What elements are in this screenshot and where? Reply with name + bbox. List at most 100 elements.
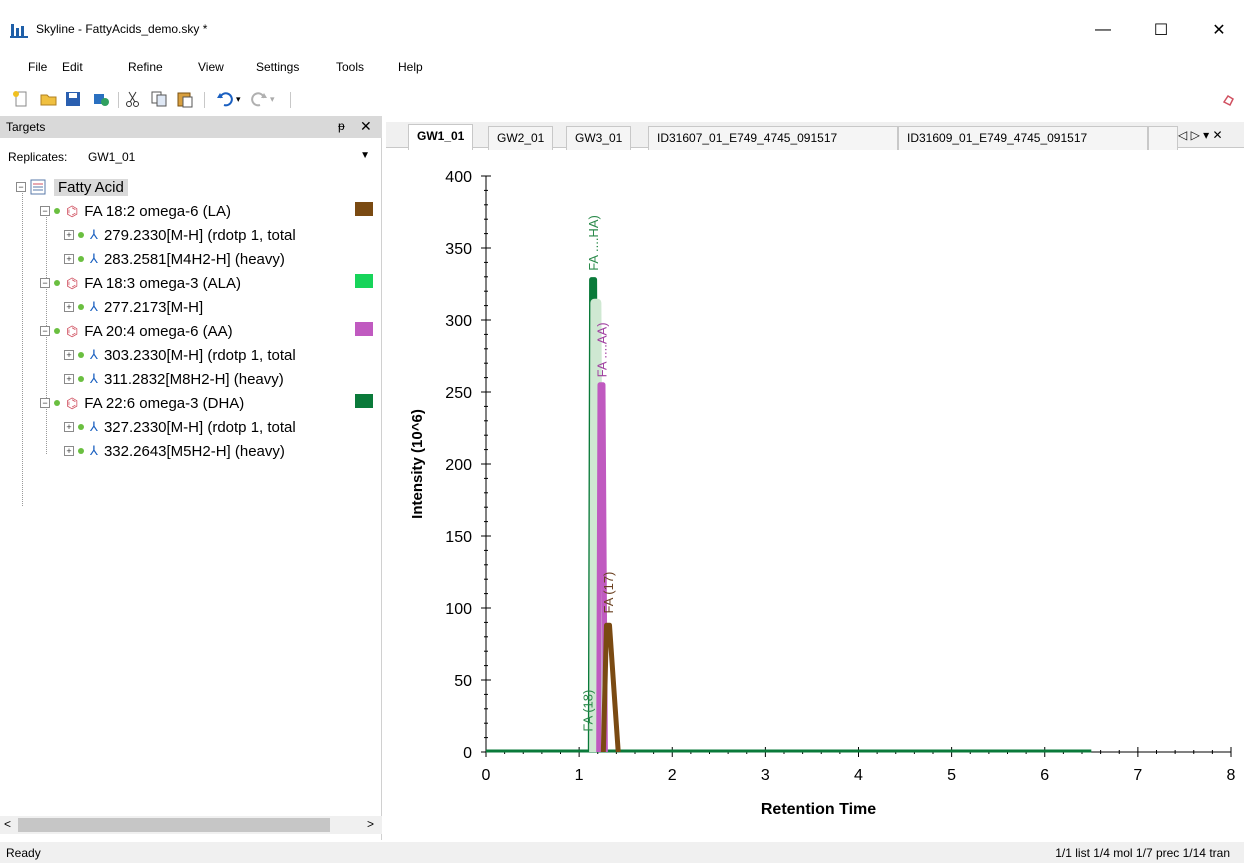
tab-overflow[interactable] <box>1148 126 1178 150</box>
menu-help[interactable]: Help <box>398 60 423 74</box>
status-dot-icon <box>78 424 84 430</box>
transition-label: 327.2330[M-H] (rdotp 1, total <box>103 418 296 436</box>
collapse-icon[interactable]: − <box>40 398 50 408</box>
menu-view[interactable]: View <box>198 60 224 74</box>
tab-gw2-01[interactable]: GW2_01 <box>488 126 554 150</box>
molecule-color-swatch <box>355 394 373 408</box>
menu-tools[interactable]: Tools <box>336 60 365 74</box>
expand-icon[interactable]: + <box>64 446 74 456</box>
tree-molecule[interactable]: − ⌬ FA 22:6 omega-3 (DHA) <box>40 392 244 414</box>
x-tick-label: 7 <box>1133 767 1142 784</box>
molecule-icon: ⌬ <box>66 274 79 291</box>
molecule-color-swatch <box>355 274 373 288</box>
expand-icon[interactable]: + <box>64 422 74 432</box>
undo-icon[interactable] <box>216 90 234 108</box>
new-document-icon[interactable] <box>12 90 30 108</box>
tree-transition[interactable]: + ⅄ 279.2330[M-H] (rdotp 1, total <box>64 224 296 246</box>
tree-transition[interactable]: + ⅄ 283.2581[M4H2-H] (heavy) <box>64 248 285 270</box>
collapse-icon[interactable]: − <box>40 206 50 216</box>
replicate-tabstrip: GW1_01 GW2_01 GW3_01 ID31607_01_E749_474… <box>386 122 1244 150</box>
menu-edit[interactable]: Edit <box>62 60 83 74</box>
peak-icon: ⅄ <box>90 371 98 386</box>
menu-refine[interactable]: Refine <box>128 60 163 74</box>
collapse-icon[interactable]: − <box>16 182 26 192</box>
redo-dropdown-icon[interactable]: ▾ <box>270 94 275 104</box>
title-bar: Skyline - FattyAcids_demo.sky * — ☐ ✕ <box>0 0 1244 52</box>
tab-gw1-01[interactable]: GW1_01 <box>408 124 474 150</box>
chromatogram-chart[interactable]: 0 50 100 150 200 250 300 350 400 0 1 2 3 4 5 6 7 8 Retenti… <box>386 156 1244 840</box>
open-folder-icon[interactable] <box>40 90 58 108</box>
peak-annotation: FA ....HA) <box>586 215 601 271</box>
scroll-right-icon[interactable]: > <box>366 817 374 831</box>
tab-id31609[interactable]: ID31609_01_E749_4745_091517 <box>898 126 1148 150</box>
expand-icon[interactable]: + <box>64 302 74 312</box>
import-results-icon[interactable] <box>92 90 110 108</box>
status-counts: 1/1 list 1/4 mol 1/7 prec 1/14 tran <box>1055 846 1230 860</box>
replicates-label: Replicates: <box>8 150 68 164</box>
molecule-color-swatch <box>355 202 373 216</box>
tree-transition[interactable]: + ⅄ 303.2330[M-H] (rdotp 1, total <box>64 344 296 366</box>
cut-icon[interactable] <box>124 90 142 108</box>
status-dot-icon <box>54 400 60 406</box>
transition-label: 283.2581[M4H2-H] (heavy) <box>103 250 285 268</box>
x-tick-label: 8 <box>1227 767 1236 784</box>
expand-icon[interactable]: + <box>64 254 74 264</box>
y-tick-label: 350 <box>445 241 472 258</box>
menu-settings[interactable]: Settings <box>256 60 300 74</box>
expand-icon[interactable]: + <box>64 230 74 240</box>
expand-icon[interactable]: + <box>64 350 74 360</box>
molecule-toolbar-icon[interactable] <box>1220 90 1238 108</box>
toolbar-separator <box>118 92 119 108</box>
targets-title: Targets <box>6 120 46 134</box>
tree-molecule[interactable]: − ⌬ FA 20:4 omega-6 (AA) <box>40 320 233 342</box>
undo-dropdown-icon[interactable]: ▾ <box>236 94 241 104</box>
redo-icon[interactable] <box>250 90 268 108</box>
tree-transition[interactable]: + ⅄ 311.2832[M8H2-H] (heavy) <box>64 368 284 390</box>
status-bar: Ready 1/1 list 1/4 mol 1/7 prec 1/14 tra… <box>0 842 1244 863</box>
peak-icon: ⅄ <box>90 227 98 242</box>
molecule-label: FA 22:6 omega-3 (DHA) <box>84 394 245 412</box>
minimize-button[interactable]: — <box>1095 21 1111 38</box>
status-dot-icon <box>54 328 60 334</box>
tree-molecule[interactable]: − ⌬ FA 18:3 omega-3 (ALA) <box>40 272 241 294</box>
transition-label: 332.2643[M5H2-H] (heavy) <box>103 442 285 460</box>
tree-root[interactable]: − Fatty Acid <box>16 176 128 198</box>
window-title: Skyline - FattyAcids_demo.sky * <box>36 22 208 36</box>
expand-icon[interactable]: + <box>64 374 74 384</box>
collapse-icon[interactable]: − <box>40 326 50 336</box>
menu-file[interactable]: File <box>28 60 48 74</box>
transition-label: 311.2832[M8H2-H] (heavy) <box>103 370 284 388</box>
tab-id31607[interactable]: ID31607_01_E749_4745_091517 <box>648 126 898 150</box>
chromatogram-pane: GW1_01 GW2_01 GW3_01 ID31607_01_E749_474… <box>386 116 1244 840</box>
chart-marks <box>486 277 1092 753</box>
horizontal-scrollbar[interactable]: < > <box>0 816 382 834</box>
toolbar-separator <box>290 92 291 108</box>
toolbar: ▾ ▾ <box>0 84 1244 112</box>
molecule-color-swatch <box>355 322 373 336</box>
tab-navigation-icons[interactable]: ◁ ▷ ▾ ✕ <box>1178 128 1223 142</box>
pin-icon[interactable]: ᵽ <box>338 119 345 133</box>
replicates-select[interactable]: GW1_01 ▼ <box>84 146 374 168</box>
maximize-button[interactable]: ☐ <box>1153 22 1169 39</box>
targets-pane: Targets ᵽ ✕ Replicates: GW1_01 ▼ − Fatty… <box>0 116 382 840</box>
targets-close-icon[interactable]: ✕ <box>360 118 372 134</box>
scroll-left-icon[interactable]: < <box>4 817 12 831</box>
peak-icon: ⅄ <box>90 251 98 266</box>
molecule-label: FA 20:4 omega-6 (AA) <box>84 322 233 340</box>
collapse-icon[interactable]: − <box>40 278 50 288</box>
tree-molecule[interactable]: − ⌬ FA 18:2 omega-6 (LA) <box>40 200 231 222</box>
tree-guide-line <box>22 190 23 506</box>
tree-transition[interactable]: + ⅄ 327.2330[M-H] (rdotp 1, total <box>64 416 296 438</box>
status-text: Ready <box>6 846 41 860</box>
close-button[interactable]: ✕ <box>1212 22 1226 39</box>
tab-gw3-01[interactable]: GW3_01 <box>566 126 632 150</box>
copy-icon[interactable] <box>150 90 168 108</box>
save-icon[interactable] <box>64 90 82 108</box>
molecule-label: FA 18:2 omega-6 (LA) <box>84 202 231 220</box>
paste-icon[interactable] <box>176 90 194 108</box>
peak-annotation: FA ....AA) <box>594 322 609 377</box>
tree-transition[interactable]: + ⅄ 277.2173[M-H] <box>64 296 203 318</box>
tree-transition[interactable]: + ⅄ 332.2643[M5H2-H] (heavy) <box>64 440 285 462</box>
scrollbar-thumb[interactable] <box>18 818 330 832</box>
chevron-down-icon[interactable]: ▼ <box>360 150 370 161</box>
